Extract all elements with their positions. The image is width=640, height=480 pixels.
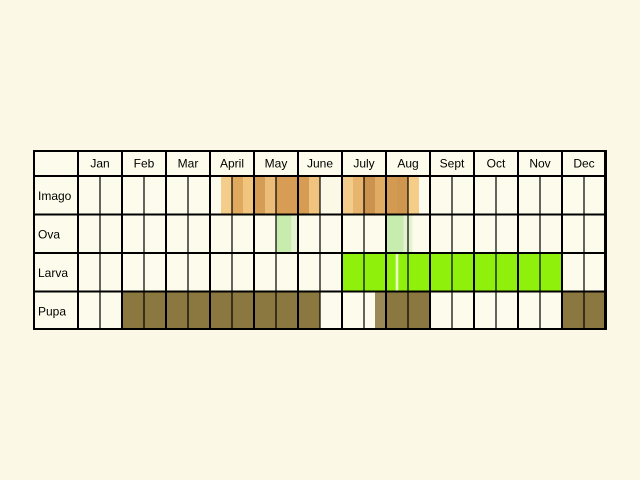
activity-band-imago [254, 176, 265, 215]
activity-band-imago [243, 176, 254, 215]
activity-band-imago [342, 176, 353, 215]
month-header-sept: Sept [440, 157, 465, 171]
stage-label-ova: Ova [38, 227, 60, 241]
activity-band-imago [232, 176, 243, 215]
activity-band-imago [353, 176, 364, 215]
month-header-mar: Mar [178, 157, 199, 171]
stage-label-pupa: Pupa [38, 304, 66, 318]
activity-band-imago [375, 176, 386, 215]
table-border [33, 150, 606, 330]
stage-label-larva: Larva [38, 266, 68, 280]
activity-band-imago [331, 176, 342, 215]
activity-band-imago [397, 176, 408, 215]
activity-band-pupa [122, 291, 320, 330]
activity-band-imago [298, 176, 309, 215]
activity-band-pupa [375, 291, 386, 330]
month-header-april: April [220, 157, 244, 171]
stage-label-imago: Imago [38, 189, 72, 203]
month-header-dec: Dec [573, 157, 594, 171]
month-header-may: May [265, 157, 288, 171]
activity-band-imago [386, 176, 397, 215]
activity-band-imago [309, 176, 320, 215]
month-header-nov: Nov [529, 157, 550, 171]
activity-band-imago [408, 176, 419, 215]
activity-band-imago [265, 176, 276, 215]
activity-band-larva [395, 253, 399, 292]
activity-band-imago [364, 176, 375, 215]
activity-band-imago [320, 176, 331, 215]
month-header-jan: Jan [90, 157, 109, 171]
activity-band-imago [221, 176, 232, 215]
activity-band-imago [276, 176, 298, 215]
month-header-aug: Aug [397, 157, 418, 171]
phenology-table: Jan Feb Mar April May June July Aug Sept Oct Nov De… [33, 150, 607, 330]
activity-band-ova [276, 214, 292, 253]
month-header-june: June [307, 157, 333, 171]
activity-band-ova [386, 214, 404, 253]
month-header-feb: Feb [134, 157, 155, 171]
month-header-july: July [353, 157, 374, 171]
month-header-oct: Oct [487, 157, 506, 171]
activity-band-ova [291, 214, 298, 253]
